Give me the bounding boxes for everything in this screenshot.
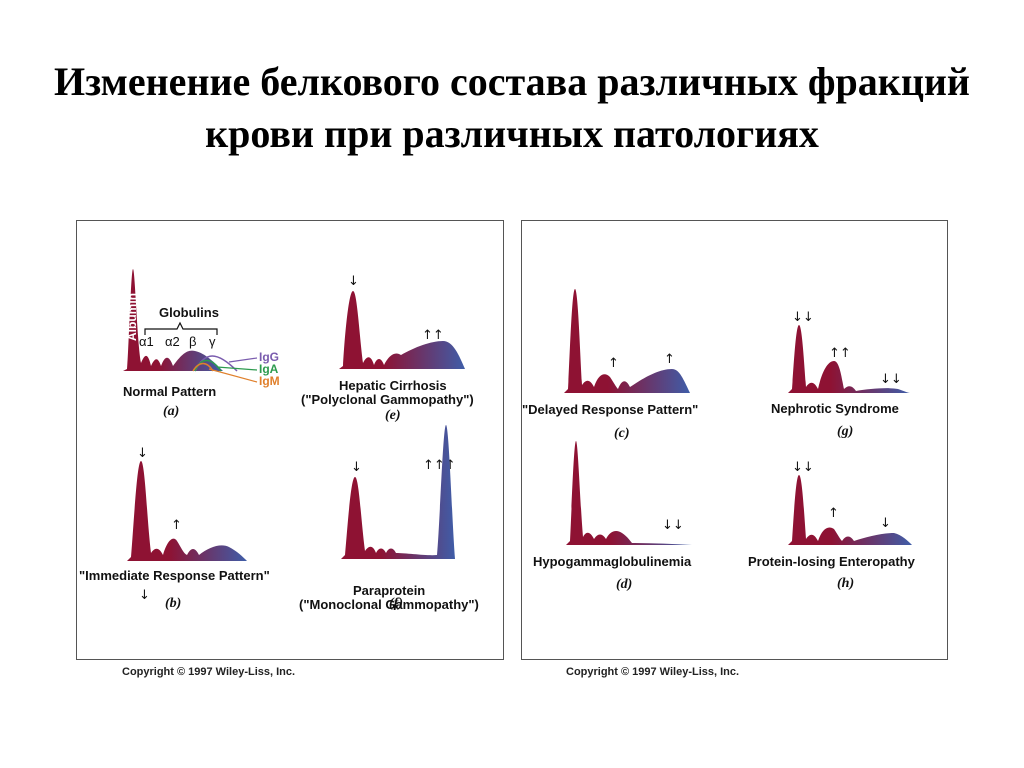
arrow-d-gamma: ↓↓: [662, 518, 684, 533]
diagram-h: ↓↓ ↑ ↓ Protein-losing Enteropathy (h): [748, 460, 916, 591]
curve-h: [788, 475, 912, 545]
arrow-f-gamma: ↑↑↑: [423, 458, 456, 473]
beta-label: β: [189, 334, 196, 349]
sub-f: (f): [389, 596, 403, 611]
curve-c: [564, 289, 690, 393]
sub-c: (c): [614, 426, 630, 441]
arrow-c-alpha: ↑: [608, 356, 619, 371]
sub-d: (d): [616, 577, 632, 592]
panel-right: ↑ ↑ "Delayed Response Pattern" (c) ↓↓ ↑↑…: [521, 220, 948, 660]
globulins-label: Globulins: [159, 305, 219, 320]
igg-label: IgG: [259, 350, 279, 364]
curve-e: [339, 291, 465, 369]
arrow-e-albumin: ↓: [348, 274, 359, 289]
sub-a: (a): [163, 404, 179, 419]
igg-pointer: [228, 357, 258, 363]
sub-h: (h): [837, 576, 854, 591]
label-d: Hypogammaglobulinemia: [533, 554, 692, 569]
label-b: "Immediate Response Pattern": [79, 568, 270, 583]
diagram-e: ↓ ↑↑ Hepatic Cirrhosis ("Polyclonal Gamm…: [301, 274, 474, 423]
igm-pointer: [208, 368, 258, 383]
igm-curve: [192, 362, 214, 372]
igm-label: IgM: [259, 374, 280, 388]
diagram-d: ↓↓ Hypogammaglobulinemia (d): [533, 441, 692, 592]
albumin-label: Albumin: [125, 293, 139, 341]
sub-g: (g): [837, 424, 853, 439]
arrow-g-gamma: ↓↓: [880, 372, 902, 387]
arrow-h-gamma: ↓: [880, 516, 891, 531]
left-diagrams: Globulins α1 α2 β γ Albumin IgG IgA IgM …: [79, 269, 479, 612]
curve-f: [341, 425, 455, 559]
globulins-brace: [144, 321, 218, 335]
curve-d: [566, 441, 692, 545]
arrow-b-albumin: ↓: [137, 446, 148, 461]
arrow-c-gamma: ↑: [664, 352, 675, 367]
slide-title: Изменение белкового состава различных фр…: [54, 59, 970, 156]
arrow-h-alpha: ↑: [828, 506, 839, 521]
iga-pointer: [216, 366, 258, 371]
arrow-b-bottom: ↓: [139, 588, 150, 603]
curve-g: [788, 325, 910, 393]
iga-label: IgA: [259, 362, 279, 376]
diagram-f: ↓ ↑↑↑ Paraprotein ("Monoclonal Gammopath…: [299, 425, 479, 612]
arrow-f-albumin: ↓: [351, 460, 362, 475]
arrow-g-albumin: ↓↓: [792, 310, 814, 325]
label-c: "Delayed Response Pattern": [522, 402, 698, 417]
label-e-1: Hepatic Cirrhosis: [339, 378, 447, 393]
iga-curve: [194, 359, 222, 372]
label-a: Normal Pattern: [123, 384, 216, 399]
label-f-2: ("Monoclonal Gammopathy"): [299, 597, 479, 612]
label-f-1: Paraprotein: [353, 583, 425, 598]
label-g: Nephrotic Syndrome: [771, 401, 899, 416]
right-diagrams: ↑ ↑ "Delayed Response Pattern" (c) ↓↓ ↑↑…: [522, 289, 916, 592]
arrow-g-alpha: ↑↑: [829, 346, 851, 361]
alpha2-label: α2: [165, 334, 180, 349]
alpha1-label: α1: [139, 334, 154, 349]
arrow-h-albumin: ↓↓: [792, 460, 814, 475]
copyright-left: Copyright © 1997 Wiley-Liss, Inc.: [122, 666, 296, 678]
sub-b: (b): [165, 596, 181, 611]
diagram-a: Globulins α1 α2 β γ Albumin IgG IgA IgM …: [123, 269, 280, 419]
panel-left: Globulins α1 α2 β γ Albumin IgG IgA IgM …: [76, 220, 504, 660]
arrow-b-alpha: ↑: [171, 518, 182, 533]
label-h: Protein-losing Enteropathy: [748, 554, 916, 569]
gamma-label: γ: [209, 334, 216, 349]
diagram-c: ↑ ↑ "Delayed Response Pattern" (c): [522, 289, 698, 441]
diagram-g: ↓↓ ↑↑ ↓↓ Nephrotic Syndrome (g): [771, 310, 910, 439]
copyright-right: Copyright © 1997 Wiley-Liss, Inc.: [566, 666, 740, 678]
sub-e: (e): [385, 408, 401, 423]
arrow-e-gamma: ↑↑: [422, 328, 444, 343]
diagram-b: ↓ ↑ "Immediate Response Pattern" ↓ (b): [79, 446, 270, 611]
curve-a: [123, 269, 223, 371]
label-e-2: ("Polyclonal Gammopathy"): [301, 392, 474, 407]
curve-b: [127, 461, 247, 561]
